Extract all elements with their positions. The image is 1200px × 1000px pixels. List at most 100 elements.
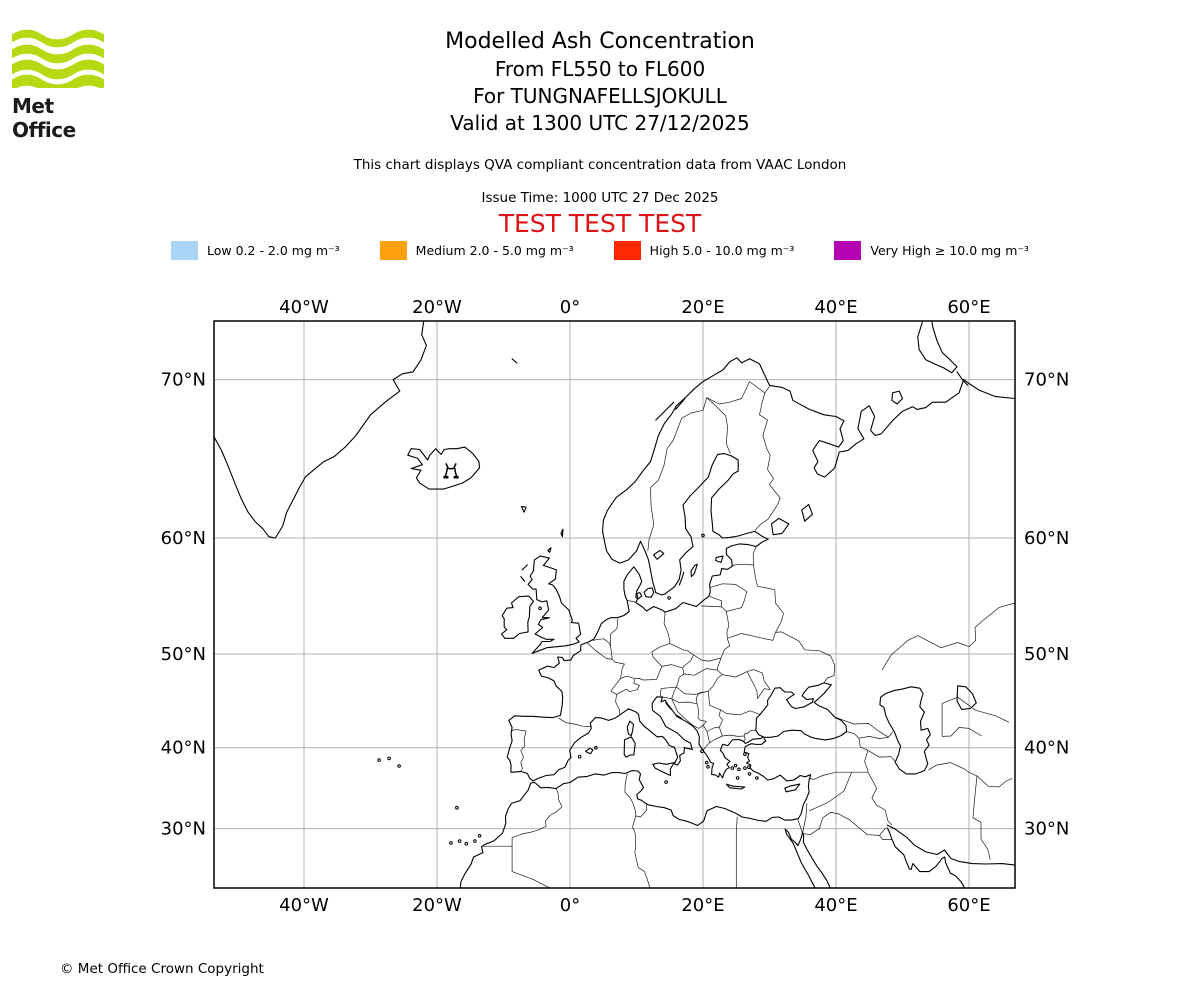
coastline (886, 824, 1015, 866)
coastline (652, 762, 675, 777)
country-border (867, 750, 896, 762)
coastline (500, 595, 534, 639)
coastline (407, 446, 481, 490)
country-border (632, 815, 651, 888)
coastline (655, 401, 675, 421)
country-border (706, 381, 770, 405)
coastline (784, 783, 801, 793)
country-border (651, 643, 670, 667)
map-inner (214, 321, 1015, 888)
legend-swatch-medium (379, 241, 407, 260)
met-office-logo: Met Office (12, 26, 122, 142)
lat-axis-label-left: 70°N (161, 370, 206, 391)
country-border (611, 659, 625, 679)
country-border (698, 724, 710, 743)
coastline (214, 321, 427, 539)
country-border (835, 717, 894, 738)
country-border (802, 812, 886, 836)
lat-axis-label-left: 30°N (161, 819, 206, 840)
country-border (727, 632, 776, 641)
legend-item-high: High 5.0 - 10.0 mg m⁻³ (613, 241, 795, 260)
coastline (675, 714, 683, 720)
country-border (663, 612, 671, 644)
country-border (753, 564, 758, 587)
small-island (735, 776, 740, 780)
country-border (846, 731, 860, 739)
country-border (671, 698, 693, 726)
country-border (700, 720, 707, 726)
chart-subtitle-flight-levels: From FL550 to FL600 (494, 57, 706, 81)
small-island (706, 765, 710, 769)
country-border (726, 591, 748, 612)
lat-axis-label-right: 70°N (1024, 370, 1069, 391)
country-border (716, 657, 722, 671)
country-border (754, 392, 781, 531)
logo-wave (12, 44, 104, 64)
coastline (784, 828, 831, 888)
coastline (801, 503, 813, 522)
coastline (520, 576, 526, 582)
small-island (701, 533, 705, 538)
coastline (506, 357, 1015, 782)
country-border (693, 654, 722, 662)
country-border (615, 694, 621, 715)
country-border (587, 642, 613, 660)
country-border (881, 602, 1015, 671)
country-border (696, 691, 705, 704)
lat-axis-label-right: 30°N (1024, 819, 1069, 840)
country-border (867, 772, 893, 826)
legend-label-medium: Medium 2.0 - 5.0 mg m⁻³ (415, 243, 574, 258)
volcano-marker-stroke (454, 467, 458, 478)
legend-label-low: Low 0.2 - 2.0 mg m⁻³ (207, 243, 340, 258)
country-border (808, 771, 868, 780)
country-border (879, 835, 892, 840)
chart-subtitle-valid-time: Valid at 1300 UTC 27/12/2025 (450, 111, 750, 135)
country-border (710, 583, 748, 592)
coastlines (214, 321, 1015, 888)
country-border (610, 646, 613, 660)
country-border (827, 772, 852, 803)
small-island (449, 841, 453, 845)
volcano-marker-stroke (446, 467, 456, 470)
country-border (624, 773, 637, 816)
lat-axis-label-right: 40°N (1024, 738, 1069, 759)
coastline (675, 397, 686, 410)
lon-axis-label-bottom: 40°W (279, 895, 329, 916)
small-island (755, 776, 759, 780)
country-border (864, 750, 869, 773)
small-island (737, 767, 741, 772)
coastline (635, 592, 643, 600)
small-island (455, 805, 459, 810)
concentration-legend: Low 0.2 - 2.0 mg m⁻³ Medium 2.0 - 5.0 mg… (0, 241, 1200, 260)
country-border (858, 736, 889, 739)
coastline (665, 702, 672, 710)
issue-time: Issue Time: 1000 UTC 27 Dec 2025 (481, 190, 719, 206)
map-frame (213, 320, 1016, 889)
lat-axis-label-right: 50°N (1024, 644, 1069, 665)
logo-wave (12, 29, 104, 48)
small-island (667, 596, 671, 600)
country-border (671, 698, 698, 705)
coastline (715, 555, 724, 563)
lat-axis-label-left: 60°N (161, 528, 206, 549)
chart-title: Modelled Ash Concentration (445, 29, 755, 54)
small-island (704, 760, 709, 765)
country-border (682, 654, 695, 669)
country-border (592, 638, 611, 647)
small-island (464, 841, 469, 846)
legend-label-high: High 5.0 - 10.0 mg m⁻³ (649, 243, 795, 258)
country-border (634, 666, 663, 681)
country-border (757, 585, 784, 633)
volcano-marker-stroke (445, 463, 449, 468)
small-island (457, 839, 462, 843)
country-border (676, 686, 709, 695)
country-border (682, 668, 685, 675)
country-border (610, 675, 640, 695)
country-border (725, 611, 730, 639)
qva-description: This chart displays QVA compliant concen… (353, 157, 847, 173)
graticule (214, 321, 1015, 888)
lon-axis-label-bottom: 40°E (814, 895, 857, 916)
coastline (891, 390, 904, 405)
country-border (610, 618, 619, 647)
small-island (577, 754, 582, 759)
